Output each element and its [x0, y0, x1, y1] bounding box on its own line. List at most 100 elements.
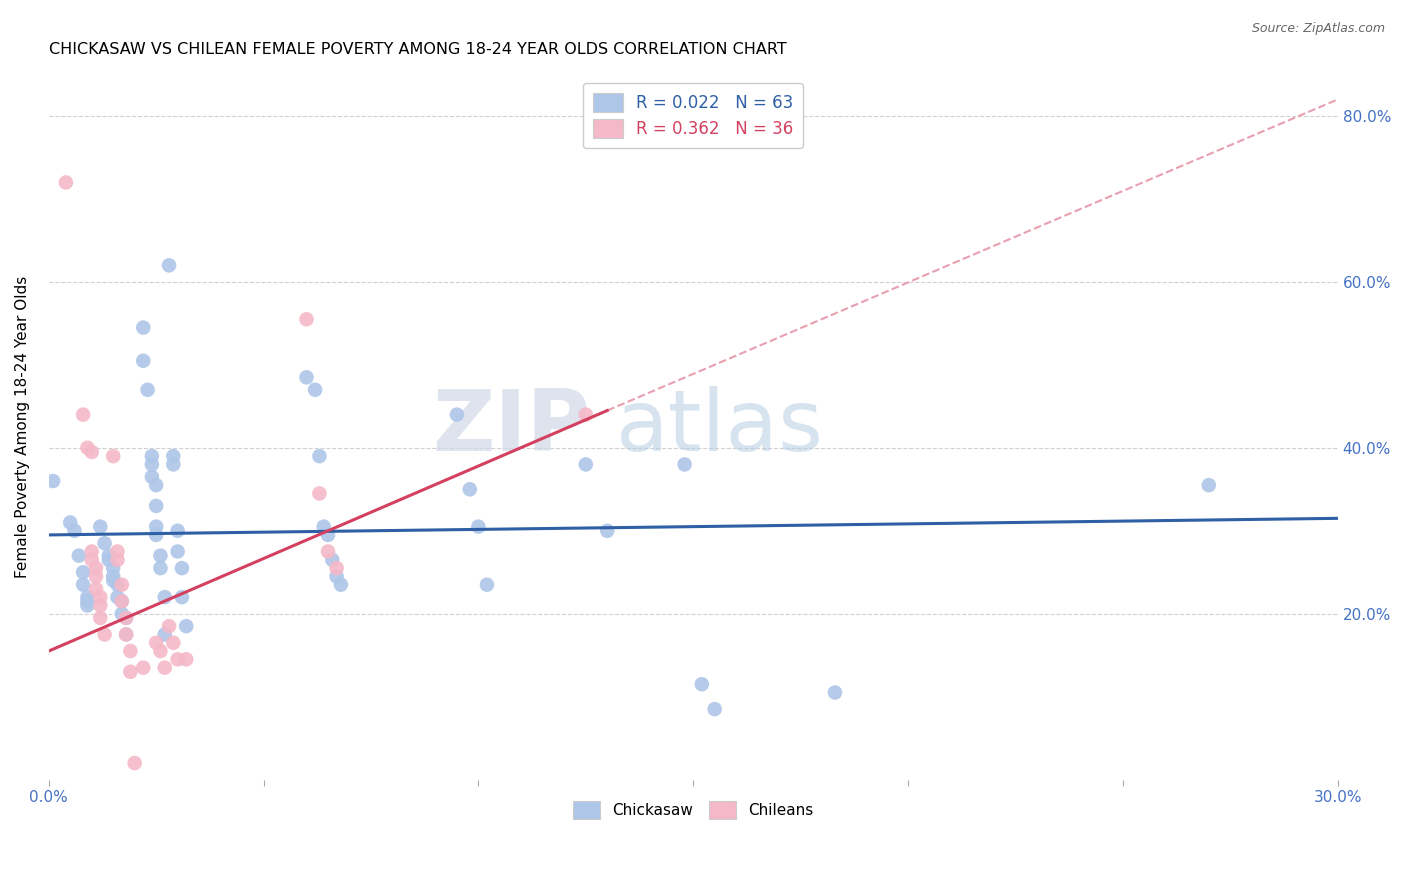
Point [304, 383, 326, 397]
Text: CHICKASAW VS CHILEAN FEMALE POVERTY AMONG 18-24 YEAR OLDS CORRELATION CHART: CHICKASAW VS CHILEAN FEMALE POVERTY AMON… [49, 42, 786, 57]
Point [149, 644, 172, 658]
Point [103, 561, 125, 575]
Point [157, 619, 180, 633]
Point [111, 594, 134, 608]
Point [80, 445, 103, 459]
Point [166, 652, 188, 666]
Point [107, 544, 129, 558]
Point [111, 607, 134, 621]
Point [316, 528, 339, 542]
Text: Source: ZipAtlas.com: Source: ZipAtlas.com [1251, 22, 1385, 36]
Point [824, 685, 846, 699]
Point [103, 574, 125, 588]
Point [141, 470, 163, 484]
Point [84, 569, 107, 583]
Point [115, 627, 138, 641]
Point [93, 536, 115, 550]
Point [174, 652, 197, 666]
Point [703, 702, 725, 716]
Point [136, 383, 159, 397]
Point [107, 577, 129, 591]
Point [162, 458, 184, 472]
Point [170, 561, 193, 575]
Point [157, 258, 180, 272]
Point [446, 408, 468, 422]
Point [145, 499, 167, 513]
Point [458, 483, 481, 497]
Point [170, 590, 193, 604]
Point [673, 458, 696, 472]
Point [80, 553, 103, 567]
Point [84, 582, 107, 596]
Point [325, 561, 347, 575]
Point [89, 590, 111, 604]
Point [166, 544, 188, 558]
Point [596, 524, 619, 538]
Point [321, 553, 343, 567]
Point [153, 660, 176, 674]
Point [59, 516, 82, 530]
Point [72, 577, 94, 591]
Point [132, 353, 155, 368]
Text: atlas: atlas [616, 385, 824, 468]
Point [89, 599, 111, 613]
Point [132, 320, 155, 334]
Point [55, 176, 77, 190]
Point [467, 519, 489, 533]
Point [80, 544, 103, 558]
Point [329, 577, 352, 591]
Point [149, 561, 172, 575]
Point [115, 611, 138, 625]
Point [67, 549, 90, 563]
Legend: Chickasaw, Chileans: Chickasaw, Chileans [567, 795, 820, 825]
Point [76, 594, 98, 608]
Point [103, 449, 125, 463]
Point [141, 449, 163, 463]
Point [575, 408, 598, 422]
Point [145, 636, 167, 650]
Point [111, 577, 134, 591]
Point [72, 566, 94, 580]
Point [174, 619, 197, 633]
Point [93, 627, 115, 641]
Point [63, 524, 86, 538]
Point [575, 458, 598, 472]
Point [316, 544, 339, 558]
Point [107, 553, 129, 567]
Y-axis label: Female Poverty Among 18-24 Year Olds: Female Poverty Among 18-24 Year Olds [15, 276, 30, 578]
Point [149, 549, 172, 563]
Point [312, 519, 335, 533]
Point [124, 756, 146, 770]
Point [141, 458, 163, 472]
Point [162, 449, 184, 463]
Point [76, 441, 98, 455]
Point [153, 590, 176, 604]
Point [72, 408, 94, 422]
Point [295, 370, 318, 384]
Point [97, 549, 120, 563]
Point [166, 524, 188, 538]
Point [325, 569, 347, 583]
Point [132, 660, 155, 674]
Point [153, 627, 176, 641]
Point [76, 590, 98, 604]
Point [475, 577, 498, 591]
Point [690, 677, 713, 691]
Point [89, 611, 111, 625]
Point [162, 636, 184, 650]
Point [295, 312, 318, 326]
Point [120, 665, 142, 679]
Point [103, 569, 125, 583]
Point [308, 449, 330, 463]
Point [145, 478, 167, 492]
Point [97, 553, 120, 567]
Point [120, 644, 142, 658]
Point [84, 561, 107, 575]
Point [115, 611, 138, 625]
Point [42, 474, 65, 488]
Point [1198, 478, 1220, 492]
Point [89, 519, 111, 533]
Point [308, 486, 330, 500]
Point [115, 627, 138, 641]
Point [76, 599, 98, 613]
